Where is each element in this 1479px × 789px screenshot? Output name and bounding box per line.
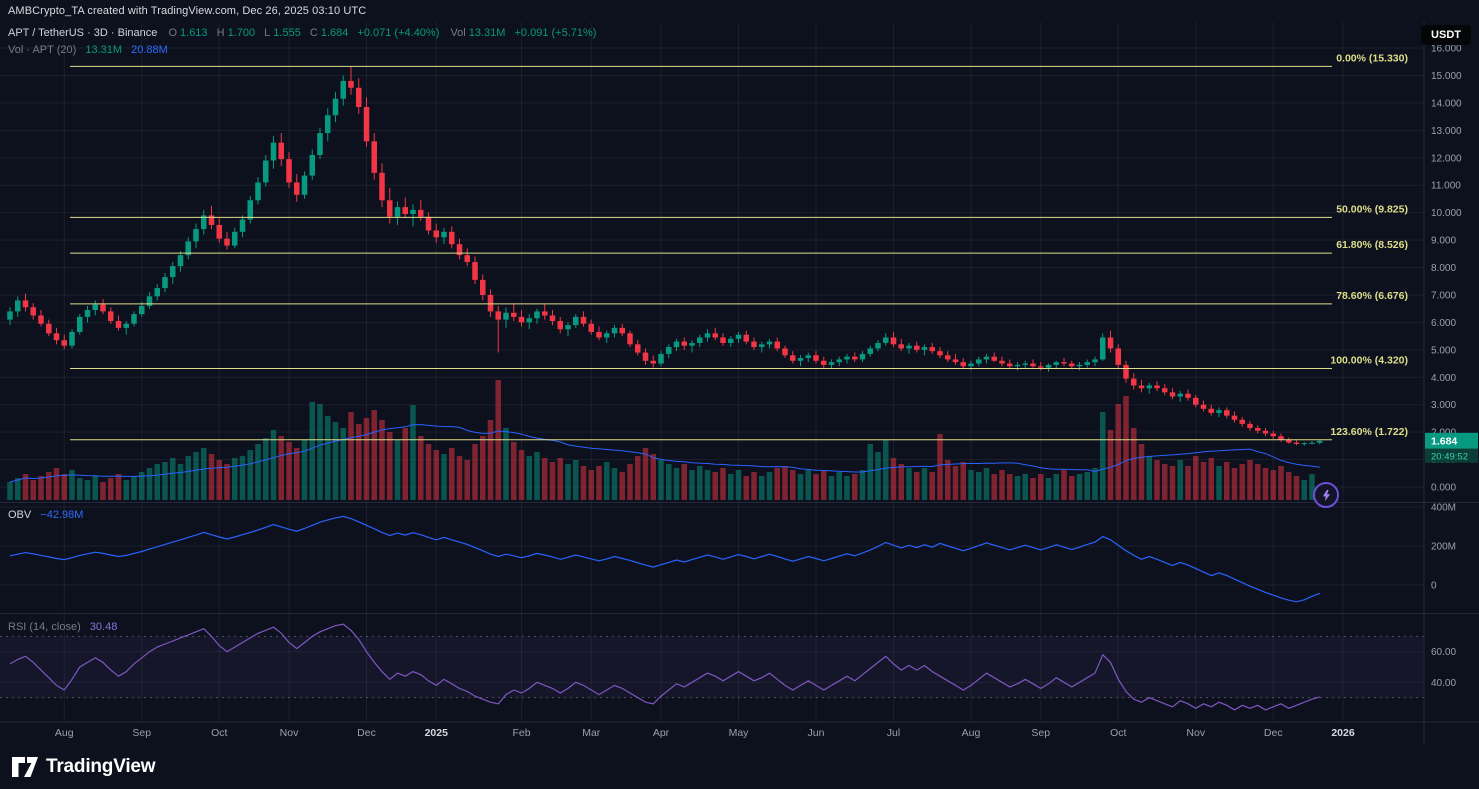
- svg-text:Feb: Feb: [512, 727, 530, 739]
- obv-line: [9, 515, 1321, 603]
- svg-text:400M: 400M: [1431, 503, 1456, 514]
- svg-text:60.00: 60.00: [1431, 647, 1456, 658]
- svg-text:10.000: 10.000: [1431, 208, 1462, 219]
- high-label: H: [216, 27, 225, 39]
- svg-text:9.000: 9.000: [1431, 236, 1456, 247]
- svg-text:Aug: Aug: [962, 727, 981, 739]
- svg-text:Oct: Oct: [211, 727, 227, 739]
- volume-indicator-title: Vol · APT (20): [8, 44, 77, 56]
- symbol-title: APT / TetherUS · 3D · Binance: [8, 27, 158, 39]
- svg-text:Oct: Oct: [1110, 727, 1126, 739]
- svg-text:40.00: 40.00: [1431, 678, 1456, 689]
- svg-text:20:49:52: 20:49:52: [1431, 451, 1468, 462]
- svg-text:2026: 2026: [1331, 727, 1355, 739]
- svg-text:Aug: Aug: [55, 727, 74, 739]
- attribution-text: AMBCrypto_TA created with TradingView.co…: [8, 5, 367, 17]
- volume-ma-value: 20.88M: [131, 44, 168, 56]
- svg-text:Sep: Sep: [132, 727, 151, 739]
- obv-indicator-legend[interactable]: OBV −42.98M: [8, 509, 83, 521]
- time-axis-labels: Aug Sep Oct Nov Dec 2025 Feb Mar Apr May Jun Jul Aug…: [55, 727, 1355, 739]
- price-axis-labels: 16.000 15.000 14.000 13.000 12.000 11.000 10.0…: [1431, 44, 1462, 689]
- open-value: 1.613: [180, 27, 208, 39]
- svg-text:50.00% (9.825): 50.00% (9.825): [1336, 203, 1408, 215]
- change-value: +0.071 (+4.40%): [357, 27, 440, 39]
- rsi-value: 30.48: [89, 621, 118, 633]
- volume-indicator-legend[interactable]: Vol · APT (20) 13.31M 20.88M: [8, 44, 168, 56]
- volume-value: 13.31M: [468, 27, 506, 39]
- tradingview-logo[interactable]: TradingView: [12, 756, 156, 778]
- rsi-band: [0, 635, 1424, 699]
- currency-unit-button[interactable]: USDT: [1421, 25, 1471, 45]
- attribution-bar: AMBCrypto_TA created with TradingView.co…: [0, 0, 366, 22]
- high-value: 1.700: [227, 27, 256, 39]
- lightning-icon: [1322, 489, 1330, 501]
- boost-button[interactable]: [1313, 482, 1339, 508]
- obv-value: −42.98M: [40, 509, 84, 521]
- tradingview-logo-icon: [12, 757, 38, 777]
- volume-label: Vol: [450, 27, 466, 39]
- close-label: C: [309, 27, 318, 39]
- close-value: 1.684: [320, 27, 349, 39]
- open-label: O: [168, 27, 178, 39]
- low-label: L: [264, 27, 271, 39]
- svg-text:11.000: 11.000: [1431, 181, 1461, 192]
- svg-text:May: May: [729, 727, 750, 739]
- rsi-title: RSI (14, close): [8, 621, 81, 633]
- obv-title: OBV: [8, 509, 32, 521]
- svg-text:123.60% (1.722): 123.60% (1.722): [1330, 426, 1408, 438]
- svg-text:Apr: Apr: [653, 727, 670, 739]
- price-badge: 1.684 20:49:52: [1425, 432, 1478, 463]
- svg-text:2025: 2025: [425, 727, 449, 739]
- svg-text:7.000: 7.000: [1431, 290, 1456, 301]
- svg-text:Nov: Nov: [1186, 727, 1205, 739]
- volume-change: +0.091 (+5.71%): [514, 27, 597, 39]
- svg-text:6.000: 6.000: [1431, 318, 1456, 329]
- svg-text:8.000: 8.000: [1431, 263, 1456, 274]
- svg-text:14.000: 14.000: [1431, 98, 1462, 109]
- footer-bar: TradingView: [0, 745, 1479, 789]
- svg-text:15.000: 15.000: [1431, 71, 1462, 82]
- volume-indicator-value: 13.31M: [85, 44, 123, 56]
- rsi-indicator-legend[interactable]: RSI (14, close) 30.48: [8, 621, 117, 633]
- svg-text:61.80% (8.526): 61.80% (8.526): [1336, 239, 1408, 251]
- symbol-legend[interactable]: APT / TetherUS · 3D · Binance O 1.613 H 1.…: [8, 27, 596, 39]
- rsi-line: [9, 623, 1320, 711]
- svg-text:1.684: 1.684: [1431, 435, 1457, 447]
- svg-text:Dec: Dec: [357, 727, 376, 739]
- panel-separators: [0, 22, 1479, 745]
- svg-text:16.000: 16.000: [1431, 44, 1462, 55]
- svg-text:Dec: Dec: [1264, 727, 1283, 739]
- svg-text:Jun: Jun: [808, 727, 825, 739]
- low-value: 1.555: [273, 27, 301, 39]
- svg-text:200M: 200M: [1431, 542, 1456, 553]
- candles-layer: [7, 66, 1323, 446]
- svg-text:5.000: 5.000: [1431, 345, 1456, 356]
- svg-text:0: 0: [1431, 581, 1437, 592]
- tradingview-wordmark: TradingView: [46, 756, 156, 777]
- svg-text:0.00% (15.330): 0.00% (15.330): [1336, 52, 1408, 64]
- svg-text:Jul: Jul: [887, 727, 900, 739]
- svg-text:Sep: Sep: [1031, 727, 1050, 739]
- svg-text:13.000: 13.000: [1431, 126, 1462, 137]
- svg-text:0.000: 0.000: [1431, 483, 1456, 494]
- fibonacci-layer: 0.00% (15.330) 50.00% (9.825) 61.80% (8.52…: [70, 52, 1408, 441]
- svg-text:3.000: 3.000: [1431, 400, 1456, 411]
- svg-text:4.000: 4.000: [1431, 373, 1456, 384]
- svg-text:12.000: 12.000: [1431, 153, 1462, 164]
- svg-text:78.60% (6.676): 78.60% (6.676): [1336, 290, 1408, 302]
- svg-text:Nov: Nov: [280, 727, 299, 739]
- svg-text:Mar: Mar: [582, 727, 601, 739]
- grid-layer: [0, 22, 1424, 722]
- svg-text:100.00% (4.320): 100.00% (4.320): [1330, 354, 1408, 366]
- volume-ma-line: [9, 424, 1320, 483]
